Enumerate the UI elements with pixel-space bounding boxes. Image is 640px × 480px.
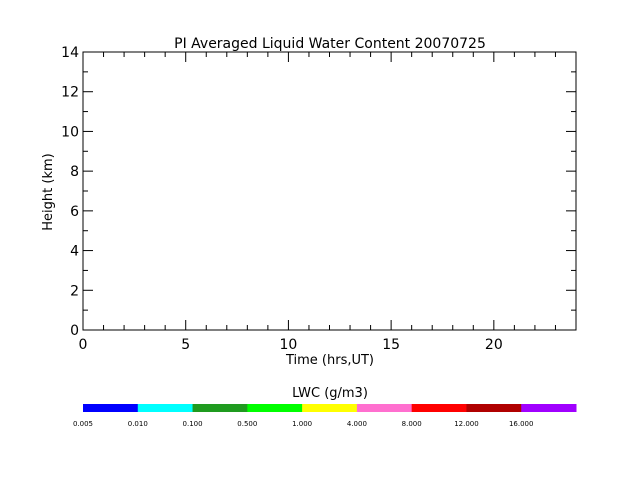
colorbar-swatch bbox=[137, 404, 194, 412]
colorbar-swatch bbox=[247, 404, 303, 412]
colorbar-label: LWC (g/m3) bbox=[292, 386, 368, 401]
colorbar-swatch bbox=[521, 404, 577, 412]
colorbar-swatch bbox=[356, 404, 413, 412]
colorbar-tick-label: 1.000 bbox=[292, 420, 312, 428]
x-axis: 0 5 10 15 20 bbox=[79, 52, 577, 353]
y-axis: 0 2 4 6 8 10 12 14 bbox=[61, 45, 576, 339]
colorbar-tick-label: 0.500 bbox=[237, 420, 257, 428]
colorbar-swatch bbox=[466, 404, 522, 412]
colorbar-tick-label: 0.100 bbox=[183, 420, 203, 428]
colorbar-tick-label: 8.000 bbox=[402, 420, 422, 428]
x-tick-label: 10 bbox=[280, 337, 298, 353]
colorbar-swatch bbox=[411, 404, 467, 412]
y-tick-label: 10 bbox=[61, 124, 79, 140]
x-axis-label: Time (hrs,UT) bbox=[285, 353, 374, 368]
y-tick-label: 4 bbox=[70, 244, 79, 260]
colorbar-tick-label: 16.000 bbox=[509, 420, 534, 428]
chart-title: PI Averaged Liquid Water Content 2007072… bbox=[174, 36, 486, 52]
x-tick-label: 20 bbox=[485, 337, 503, 353]
colorbar-swatch bbox=[192, 404, 248, 412]
y-tick-label: 8 bbox=[70, 164, 79, 180]
colorbar-tick-label: 0.010 bbox=[128, 420, 148, 428]
plot-frame bbox=[82, 51, 577, 331]
x-tick-label: 15 bbox=[382, 337, 400, 353]
colorbar-tick-label: 4.000 bbox=[347, 420, 367, 428]
y-tick-label: 2 bbox=[70, 283, 79, 299]
y-tick-label: 0 bbox=[70, 323, 79, 339]
y-axis-label: Height (km) bbox=[41, 153, 56, 230]
y-tick-label: 14 bbox=[61, 45, 79, 61]
colorbar: 0.005 0.010 0.100 0.500 1.000 4.000 8.000 12.00… bbox=[73, 404, 577, 428]
x-tick-label: 0 bbox=[79, 337, 88, 353]
y-tick-label: 6 bbox=[70, 204, 79, 220]
colorbar-tick-label: 0.005 bbox=[73, 420, 93, 428]
x-tick-label: 5 bbox=[181, 337, 190, 353]
y-tick-label: 12 bbox=[61, 85, 79, 101]
colorbar-swatch bbox=[302, 404, 358, 412]
colorbar-tick-label: 12.000 bbox=[454, 420, 479, 428]
colorbar-swatch bbox=[83, 404, 139, 412]
